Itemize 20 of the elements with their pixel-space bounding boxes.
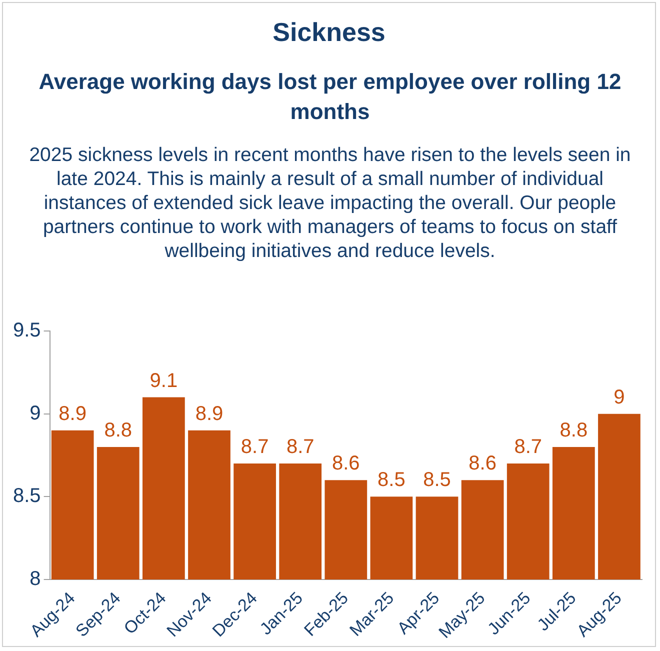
data-label: 8.5 — [378, 469, 406, 492]
data-label: 8.6 — [468, 452, 496, 475]
y-tick-label: 9 — [30, 402, 41, 424]
y-tick-label: 9.5 — [12, 320, 41, 342]
data-label: 9 — [614, 386, 625, 408]
data-label: 8.7 — [514, 436, 542, 458]
text: 2025 sickness levels in recent months have risen to the levels seen in late 2024. This is mainly a result of a small number of individual instances of extended sick leave impacting the overall. Our people partners continue to work with managers of teams to focus on staff wellbeing initiatives and reduce levels. — [28, 143, 632, 263]
data-label: 8.9 — [195, 402, 224, 425]
data-label: 8.8 — [104, 419, 132, 442]
y-tick-label: 8.5 — [12, 485, 41, 508]
data-label: 8.7 — [240, 436, 269, 458]
data-label: 8.5 — [423, 469, 451, 492]
y-tick-label: 8 — [30, 568, 41, 590]
data-label: 8.9 — [58, 402, 86, 425]
data-label: 9.1 — [150, 370, 178, 392]
data-label: 8.6 — [332, 452, 360, 475]
data-label: 8.7 — [286, 436, 314, 458]
data-label: 8.8 — [560, 419, 588, 442]
chart-title: Sickness — [272, 17, 386, 48]
chart-subtitle: Average working days lost per employee over rolling 12 months — [38, 68, 622, 126]
